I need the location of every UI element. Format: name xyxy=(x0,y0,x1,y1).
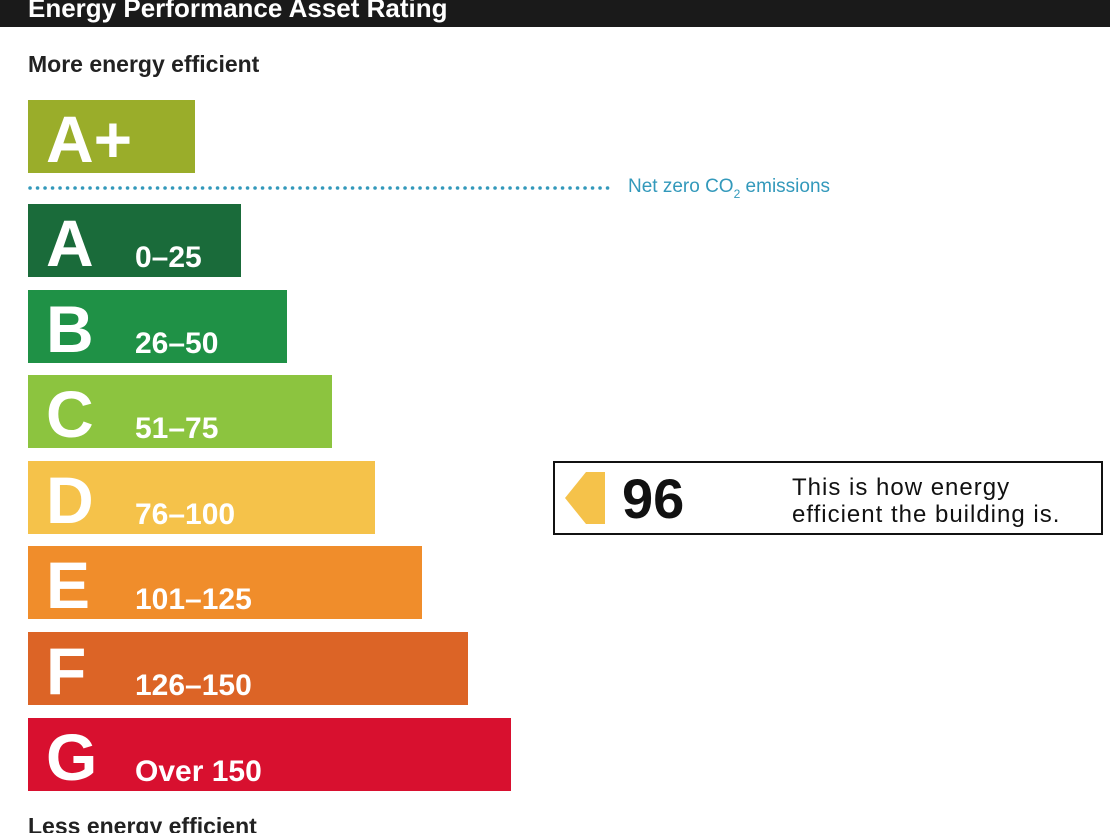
band-range: 26–50 xyxy=(135,327,218,360)
bottom-label: Less energy efficient xyxy=(28,813,257,833)
band-bar xyxy=(28,632,468,705)
band-letter: A xyxy=(46,206,94,280)
band-bar xyxy=(28,100,195,173)
net-zero-suffix: emissions xyxy=(740,176,830,197)
band-range: 0–25 xyxy=(135,241,202,274)
band-letter: G xyxy=(46,720,97,794)
net-zero-text: Net zero CO xyxy=(628,176,734,197)
band-range: 51–75 xyxy=(135,412,218,445)
net-zero-label: Net zero CO2 emissions xyxy=(628,176,830,201)
rating-description: This is how energy xyxy=(792,474,1010,501)
band-bar xyxy=(28,375,332,448)
band-letter: D xyxy=(46,463,94,537)
rating-description: efficient the building is. xyxy=(792,501,1060,528)
band-letter: E xyxy=(46,548,90,622)
band-bar xyxy=(28,290,287,363)
band-range: 101–125 xyxy=(135,583,252,616)
rating-arrow xyxy=(565,472,605,524)
rating-box xyxy=(553,461,1103,535)
header-bar xyxy=(0,0,1110,27)
band-range: Over 150 xyxy=(135,755,262,788)
band-bar xyxy=(28,718,511,791)
band-letter: A+ xyxy=(46,102,132,176)
rating-value: 96 xyxy=(622,467,684,530)
band-range: 126–150 xyxy=(135,669,252,702)
band-letter: F xyxy=(46,634,86,708)
band-letter: B xyxy=(46,292,94,366)
net-zero-subscript: 2 xyxy=(734,187,741,201)
band-range: 76–100 xyxy=(135,498,235,531)
band-bar xyxy=(28,204,241,277)
header-title: Energy Performance Asset Rating xyxy=(28,0,448,23)
band-letter: C xyxy=(46,377,94,451)
top-label: More energy efficient xyxy=(28,51,260,77)
band-bar xyxy=(28,546,422,619)
band-bar xyxy=(28,461,375,534)
